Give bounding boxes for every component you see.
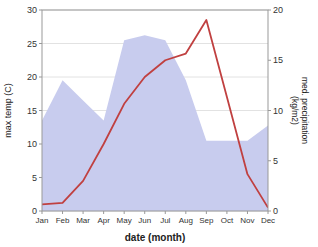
x-tick-label: May [117,216,132,225]
x-tick [124,211,125,214]
y2-axis-label: med. precipitation(kg/m2) [290,77,310,144]
x-tick-label: Feb [56,216,70,225]
y-tick-label: 10 [27,139,37,149]
chart: 0 5 10 15 20 25 30 0 5 10 15 20 Jan Feb Mar Apr May Jun Ju… [0,0,318,247]
x-tick [103,211,104,214]
y-tick-label: 25 [27,39,37,49]
y-tick [39,177,42,178]
x-tick-label: Jun [138,216,151,225]
x-tick [144,211,145,214]
temperature-line [42,20,268,208]
x-tick-label: Mar [76,216,90,225]
y-tick [39,77,42,78]
y2-tick [268,160,271,161]
y2-tick-label: 15 [273,55,283,65]
y-tick [39,10,42,11]
x-tick [185,211,186,214]
y2-tick [268,60,271,61]
y2-tick [268,110,271,111]
y-tick-label: 0 [32,206,37,216]
x-tick-label: Dec [261,216,275,225]
x-tick [83,211,84,214]
x-tick-label: Aug [179,216,193,225]
x-tick [247,211,248,214]
x-tick-label: Sep [199,216,214,225]
x-tick-label: Nov [240,216,254,225]
y-tick [39,110,42,111]
x-tick-label: Jul [160,216,170,225]
x-tick [165,211,166,214]
y2-tick [268,10,271,11]
y2-tick-label: 10 [273,106,283,116]
x-tick [42,211,43,214]
x-tick [62,211,63,214]
x-tick-label: Oct [221,216,234,225]
y-tick-label: 15 [27,106,37,116]
plot-frame [42,10,268,211]
y2-tick-label: 0 [273,206,278,216]
y-axis-label: max temp (C) [3,83,13,138]
x-tick-label: Apr [97,216,110,225]
y-tick-label: 5 [32,173,37,183]
y-tick [39,43,42,44]
y2-axis-label-line: (kg/m2) [290,96,300,125]
y2-tick-label: 20 [273,5,283,15]
x-axis-label: date (month) [125,232,186,243]
y-tick-label: 30 [27,5,37,15]
x-tick [206,211,207,214]
y-tick [39,144,42,145]
y2-axis-label-line: med. precipitation [300,77,310,144]
plot-area [42,20,268,211]
x-tick-label: Jan [36,216,49,225]
x-tick [226,211,227,214]
y2-tick-label: 5 [273,156,278,166]
y-tick-label: 20 [27,72,37,82]
x-tick [268,211,269,214]
